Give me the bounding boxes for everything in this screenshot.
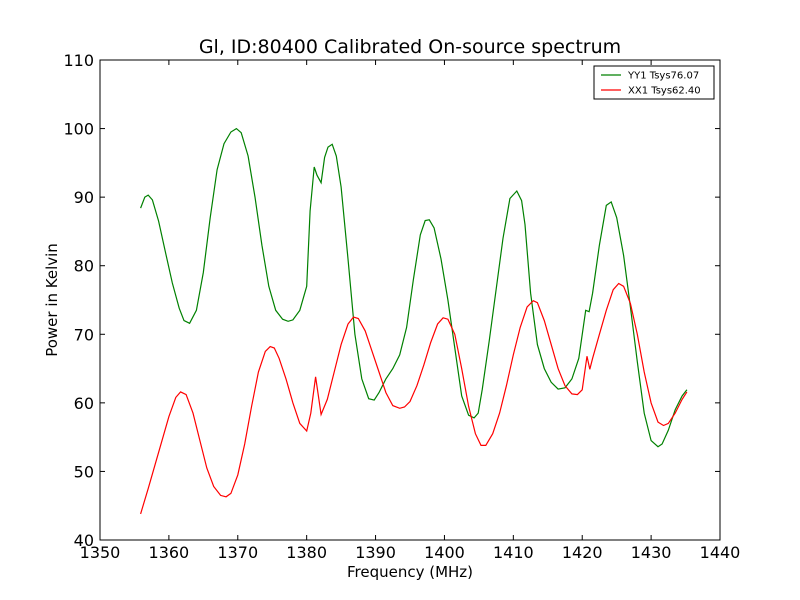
y-tick-label: 50 (74, 462, 94, 481)
x-axis-label: Frequency (MHz) (347, 563, 473, 581)
x-tick-label: 1390 (355, 543, 396, 562)
y-tick-label: 80 (74, 257, 94, 276)
plot-series (140, 127, 688, 515)
x-tick-label: 1370 (217, 543, 258, 562)
y-tick-label: 40 (74, 531, 94, 550)
x-tick-label: 1410 (493, 543, 534, 562)
x-tick-label: 1440 (700, 543, 741, 562)
legend-label-1: YY1 Tsys76.07 (627, 71, 699, 82)
x-tick-label: 1380 (286, 543, 327, 562)
x-tick-label: 1350 (80, 543, 121, 562)
y-axis-label: Power in Kelvin (43, 243, 61, 357)
legend-label-2: XX1 Tsys62.40 (628, 86, 701, 97)
x-tick-label: 1400 (424, 543, 465, 562)
x-tick-label: 1420 (562, 543, 603, 562)
x-tick-label: 1360 (149, 543, 190, 562)
y-tick-label: 100 (63, 120, 94, 139)
x-tick-label: 1430 (631, 543, 672, 562)
y-tick-label: 110 (63, 51, 94, 70)
chart-title: Gl, ID:80400 Calibrated On-source spectr… (199, 36, 621, 58)
y-tick-label: 70 (74, 325, 94, 344)
legend: YY1 Tsys76.07 XX1 Tsys62.40 (593, 65, 715, 100)
x-axis: 1350 1360 1370 1380 1390 1400 1410 1420 1430 1440 (80, 60, 741, 562)
series-line-1 (140, 127, 688, 448)
y-tick-label: 60 (74, 394, 94, 413)
series-line-2 (140, 282, 688, 515)
y-axis: 40 50 60 70 80 90 100 110 (63, 51, 720, 550)
y-tick-label: 90 (74, 188, 94, 207)
plot-frame (99, 59, 721, 541)
legend-box (593, 65, 715, 100)
